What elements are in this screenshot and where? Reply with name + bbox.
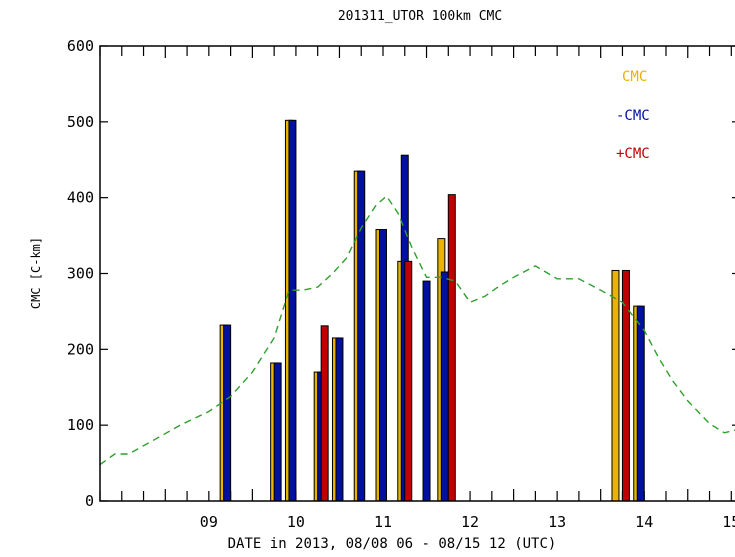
bar — [378, 229, 387, 502]
bar — [223, 324, 232, 502]
bar — [440, 271, 449, 502]
x-tick-label: 10 — [287, 513, 305, 531]
x-tick-label: 11 — [374, 513, 392, 531]
bar — [447, 194, 456, 502]
y-axis-label: CMC [C-km] — [29, 237, 43, 309]
x-tick-label: 14 — [635, 513, 653, 531]
bar — [288, 119, 297, 502]
x-tick-label: 12 — [461, 513, 479, 531]
bar — [611, 269, 620, 502]
bar — [404, 260, 413, 502]
y-tick-label: 100 — [67, 416, 94, 434]
x-tick-label: 13 — [548, 513, 566, 531]
chart-title: 201311_UTOR 100km CMC — [338, 9, 502, 24]
bar — [636, 305, 645, 502]
bar — [357, 170, 366, 502]
x-tick-label: 09 — [200, 513, 218, 531]
x-tick-label: 15 — [722, 513, 735, 531]
bars — [219, 119, 645, 502]
plot-frame — [99, 45, 735, 502]
bar — [422, 280, 431, 502]
bar — [320, 325, 329, 502]
legend: CMC -CMC +CMC — [616, 69, 650, 162]
y-tick-label: 0 — [85, 492, 94, 510]
y-tick-label: 600 — [67, 37, 94, 55]
x-axis-label: DATE in 2013, 08/08 06 - 08/15 12 (UTC) — [228, 536, 557, 552]
legend-cmc: CMC — [622, 69, 647, 85]
y-tick-label: 300 — [67, 265, 94, 283]
bar — [335, 337, 344, 502]
legend-neg-cmc: -CMC — [616, 108, 650, 124]
y-tick-label: 200 — [67, 340, 94, 358]
y-tick-label: 500 — [67, 113, 94, 131]
tick-labels: 09 10 11 12 13 14 15 0 100 200 300 400 500 600 — [67, 37, 735, 531]
bar — [621, 269, 630, 502]
bar — [273, 362, 282, 502]
legend-pos-cmc: +CMC — [616, 146, 650, 162]
y-tick-label: 400 — [67, 189, 94, 207]
